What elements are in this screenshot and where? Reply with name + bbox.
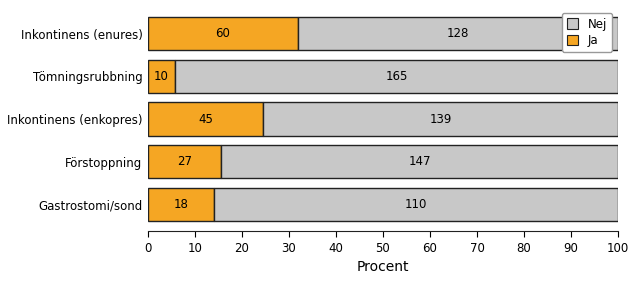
Bar	[298, 17, 618, 50]
Bar	[263, 102, 618, 136]
Text: 110: 110	[405, 198, 427, 211]
Bar	[221, 145, 618, 178]
Text: 18: 18	[174, 198, 188, 211]
Bar	[214, 188, 618, 221]
Text: 45: 45	[198, 112, 213, 126]
Text: 10: 10	[154, 70, 169, 83]
Bar	[175, 60, 618, 93]
Text: 139: 139	[429, 112, 452, 126]
Text: 147: 147	[408, 155, 431, 168]
Text: 128: 128	[446, 27, 469, 40]
Bar	[148, 60, 175, 93]
Text: 165: 165	[385, 70, 408, 83]
Bar	[148, 102, 263, 136]
Legend: Nej, Ja: Nej, Ja	[562, 13, 612, 52]
Bar	[148, 17, 298, 50]
X-axis label: Procent: Procent	[357, 260, 409, 274]
Bar	[148, 145, 221, 178]
Text: 27: 27	[177, 155, 192, 168]
Text: 60: 60	[216, 27, 230, 40]
Bar	[148, 188, 214, 221]
